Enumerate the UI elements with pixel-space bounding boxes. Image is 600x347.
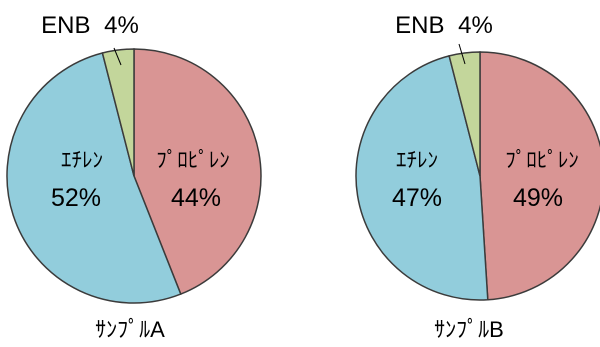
pie-slice-enb-b [448,51,481,177]
slice-label-enb-name-b: ENB [395,12,444,39]
chart-caption-sample-b: ｻﾝﾌﾟﾙB [434,317,504,342]
leader-line-enb-b [458,43,466,65]
slice-value-enb-a: 4% [104,12,139,39]
slice-value-ethylene-b: 47% [392,184,442,212]
pie-slice-ethylene-b [355,54,489,301]
slice-label-propylene-b: ﾌﾟﾛﾋﾟﾚﾝ [505,149,579,172]
slice-value-propylene-b: 49% [513,184,563,212]
pie-chart-sample-a: ﾌﾟﾛﾋﾟﾚﾝ 44% ｴﾁﾚﾝ 52% ENB 4% ｻﾝﾌﾟﾙA [6,12,262,342]
slice-label-ethylene-a: ｴﾁﾚﾝ [61,149,103,172]
slice-value-enb-b: 4% [458,12,493,39]
slices-sample-b [355,51,600,301]
pie-slice-ethylene-a [6,52,182,304]
chart-caption-sample-a: ｻﾝﾌﾟﾙA [95,317,165,342]
pie-slice-enb-a [101,48,135,177]
slice-value-ethylene-a: 52% [51,184,101,212]
slice-label-enb-name-a: ENB [41,12,90,39]
pie-slice-propylene-b [479,51,600,301]
slice-value-propylene-a: 44% [171,184,221,212]
slice-label-enb-b: ENB 4% [395,12,493,39]
pie-slice-propylene-a [133,48,262,296]
slice-label-propylene-a: ﾌﾟﾛﾋﾟﾚﾝ [156,149,230,172]
slice-label-ethylene-b: ｴﾁﾚﾝ [396,149,438,172]
leader-line-enb-a [113,47,122,66]
pie-chart-sample-b: ﾌﾟﾛﾋﾟﾚﾝ 49% ｴﾁﾚﾝ 47% ENB 4% ｻﾝﾌﾟﾙB [355,12,600,342]
slice-label-enb-a: ENB 4% [41,12,139,39]
slices-sample-a [6,48,262,304]
